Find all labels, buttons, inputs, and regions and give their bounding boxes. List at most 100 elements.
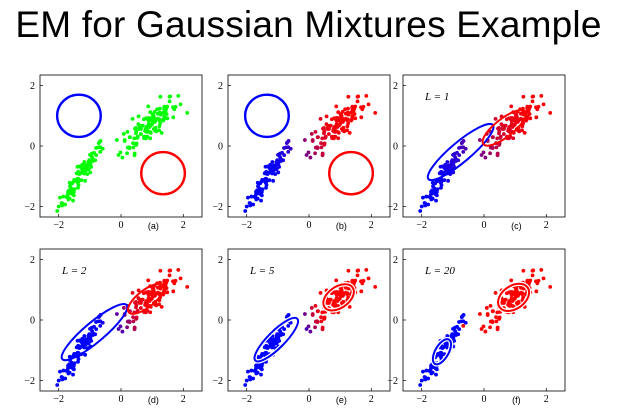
- data-point: [60, 203, 65, 208]
- data-point: [452, 325, 457, 330]
- data-point: [185, 110, 190, 115]
- data-point: [134, 317, 139, 321]
- data-point: [66, 192, 70, 197]
- data-point: [521, 94, 526, 99]
- data-point: [142, 134, 146, 139]
- data-point: [60, 377, 65, 382]
- data-point: [346, 121, 351, 126]
- data-point: [373, 284, 378, 289]
- data-point: [86, 167, 91, 172]
- data-point: [71, 372, 75, 377]
- blue-gaussian-contour: [243, 93, 290, 139]
- data-point: [541, 276, 546, 281]
- data-point: [75, 338, 80, 343]
- data-point: [162, 279, 167, 284]
- data-point: [89, 325, 94, 330]
- data-point: [434, 179, 439, 184]
- data-point: [88, 170, 93, 175]
- data-point: [491, 309, 495, 313]
- data-point: [534, 115, 539, 120]
- data-point: [148, 123, 153, 128]
- data-point: [495, 327, 500, 332]
- data-point: [286, 324, 291, 328]
- data-point: [131, 141, 135, 146]
- data-point: [355, 268, 360, 273]
- data-point: [82, 160, 87, 164]
- data-point: [125, 130, 130, 134]
- data-point: [68, 184, 72, 189]
- data-point: [157, 118, 161, 122]
- data-point: [498, 135, 503, 140]
- data-point: [138, 297, 143, 302]
- data-point: [158, 121, 163, 126]
- data-point: [309, 132, 314, 136]
- data-point: [346, 295, 351, 300]
- data-point: [74, 345, 79, 350]
- data-point: [254, 371, 259, 376]
- data-point: [511, 297, 516, 302]
- data-point: [63, 376, 68, 381]
- data-point: [320, 153, 325, 158]
- x-tick-label: 2: [544, 220, 549, 231]
- data-point: [332, 124, 337, 129]
- data-point: [157, 302, 162, 307]
- data-point: [98, 324, 103, 328]
- data-point: [277, 151, 282, 156]
- data-point: [419, 378, 424, 383]
- red-gaussian-contour: [322, 283, 355, 312]
- data-point: [429, 371, 434, 376]
- data-point: [488, 304, 493, 308]
- data-point: [153, 117, 158, 122]
- data-point: [185, 284, 190, 289]
- data-point: [55, 209, 60, 213]
- data-point: [71, 364, 76, 368]
- y-tick-label: 2: [30, 81, 35, 92]
- data-point: [78, 345, 83, 350]
- data-point: [319, 315, 323, 320]
- data-point: [522, 130, 527, 135]
- data-point: [483, 155, 488, 160]
- data-point: [478, 312, 482, 316]
- data-point: [63, 202, 68, 207]
- data-point: [446, 178, 451, 183]
- data-point: [548, 110, 553, 115]
- data-point: [437, 171, 442, 176]
- panel-c: −2 0 2 2 0 −2 (c) L = 1: [387, 74, 566, 231]
- data-point: [89, 333, 93, 337]
- data-point: [373, 110, 378, 115]
- data-point: [61, 194, 66, 199]
- data-point: [493, 116, 498, 121]
- y-tick-label: −2: [387, 202, 398, 213]
- data-point: [359, 115, 364, 120]
- data-point: [350, 114, 355, 119]
- data-point: [426, 202, 431, 207]
- data-point: [79, 340, 84, 344]
- data-point: [259, 353, 264, 358]
- panel-e: −2 0 2 2 0 −2 (e) L = 5: [212, 248, 391, 405]
- data-point: [325, 301, 330, 305]
- data-point: [521, 295, 526, 300]
- data-point: [136, 288, 141, 293]
- data-point: [96, 319, 101, 324]
- data-point: [418, 209, 423, 213]
- data-point: [270, 160, 275, 164]
- data-point: [158, 94, 163, 99]
- data-point: [345, 292, 349, 296]
- data-point: [423, 203, 428, 208]
- data-point: [366, 276, 371, 281]
- data-point: [461, 324, 466, 328]
- data-point: [66, 197, 71, 202]
- data-point: [144, 124, 149, 129]
- data-point: [254, 366, 258, 371]
- data-point: [313, 130, 318, 134]
- x-tick-label: −2: [241, 394, 252, 405]
- data-point: [262, 345, 267, 350]
- y-tick-label: −2: [387, 376, 398, 387]
- data-point: [167, 268, 172, 273]
- data-point: [125, 145, 130, 150]
- data-point: [172, 281, 177, 286]
- data-point: [310, 138, 315, 142]
- data-point: [259, 190, 264, 194]
- data-point: [341, 291, 346, 296]
